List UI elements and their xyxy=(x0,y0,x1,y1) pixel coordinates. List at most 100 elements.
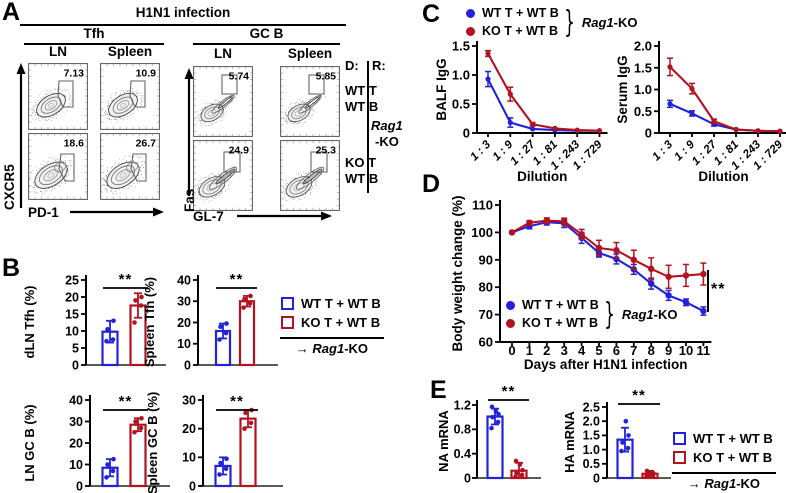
svg-text:10: 10 xyxy=(177,337,191,351)
legend-c-rows: WT T + WT B KO T + WT B xyxy=(466,3,559,42)
svg-text:Days after H1N1 infection: Days after H1N1 infection xyxy=(524,357,688,372)
svg-text:1.2: 1.2 xyxy=(454,398,471,412)
chart-dln-tfh: 0 5 10 15 20 25 dLN Tfh (%) ** xyxy=(22,271,166,372)
svg-text:0: 0 xyxy=(464,471,471,485)
legend-item-ko-label: KO T + WT B xyxy=(482,24,559,38)
legend-c-target: Rag1-KO xyxy=(581,14,638,30)
legend-b-rows: WT T + WT B KO T + WT B xyxy=(280,296,384,340)
col-label-ln-2: LN xyxy=(214,46,232,61)
svg-text:20: 20 xyxy=(177,316,191,330)
svg-text:2.0: 2.0 xyxy=(583,415,600,429)
donor-recipient-divider xyxy=(367,61,369,193)
group-gcb-underline xyxy=(193,43,340,45)
cxcr5-axis-arrow: CXCR5 xyxy=(2,63,26,210)
svg-text:26.7: 26.7 xyxy=(136,138,157,150)
legend-e-target: → Rag1-KO xyxy=(672,474,776,492)
wt-dot-swatch xyxy=(466,9,475,18)
fas-axis-arrow: Fas xyxy=(182,68,197,212)
svg-text:60: 60 xyxy=(479,335,493,350)
chart-na-mrna: 0 0.4 0.8 1.2NA mRNA ** xyxy=(436,383,541,485)
svg-text:90: 90 xyxy=(479,252,493,267)
legend-b-target: → Rag1-KO xyxy=(280,339,384,357)
svg-text:20: 20 xyxy=(65,290,79,304)
svg-text:**: ** xyxy=(230,271,244,288)
col-label-spleen-1: Spleen xyxy=(107,44,153,59)
svg-text:0.5: 0.5 xyxy=(452,97,470,112)
svg-text:**: ** xyxy=(119,271,133,288)
ko-square-swatch xyxy=(281,315,294,329)
svg-text:3: 3 xyxy=(561,343,568,358)
chart-spleen-gcb: 0 10 20 30 Spleen GC B (%) ** xyxy=(145,392,283,493)
wt-dot-swatch xyxy=(506,301,515,310)
flow-plot-tfh-spleen-ko: 26.7 xyxy=(100,133,160,200)
col-label-spleen-2: Spleen xyxy=(287,46,333,61)
legend-item-wt-label: WT T + WT B xyxy=(522,298,599,312)
legend-d-target: Rag1-KO xyxy=(621,306,678,322)
svg-text:1.5: 1.5 xyxy=(634,60,652,75)
svg-text:0.5: 0.5 xyxy=(634,104,652,119)
svg-text:40: 40 xyxy=(69,393,83,407)
svg-text:HA mRNA: HA mRNA xyxy=(562,411,577,473)
chart-spleen-tfh: 0 10 20 30 40 Spleen Tfh (%) ** xyxy=(142,271,278,372)
chart-body-weight: 60 70 80 90 100 110 Body weight change (%) 0 1 2 3… xyxy=(450,195,725,372)
svg-text:0: 0 xyxy=(508,343,515,358)
svg-text:20: 20 xyxy=(69,436,83,450)
legend-c: WT T + WT B KO T + WT B } Rag1-KO xyxy=(466,3,637,42)
flow-plot-gcb-ln-ko: 24.9 xyxy=(193,140,253,211)
svg-text:**: ** xyxy=(711,281,725,298)
svg-text:110: 110 xyxy=(472,198,493,213)
svg-text:30: 30 xyxy=(182,393,196,407)
rag1-gene: Rag1 xyxy=(704,476,737,492)
svg-text:10: 10 xyxy=(69,458,83,472)
flow-plot-gcb-ln-wt: 5.74 xyxy=(193,66,253,137)
svg-text:1 : 3: 1 : 3 xyxy=(650,138,675,163)
svg-text:**: ** xyxy=(230,393,244,410)
svg-text:LN GC B (%): LN GC B (%) xyxy=(22,404,37,481)
panel-c-label: C xyxy=(422,0,441,28)
svg-text:Body weight change (%): Body weight change (%) xyxy=(450,195,465,351)
title-underline xyxy=(20,24,346,26)
svg-text:10: 10 xyxy=(679,343,693,358)
legend-item-ko-label: KO T + WT B xyxy=(301,314,381,330)
panel-a-title: H1N1 infection xyxy=(135,5,231,20)
legend-item-ko-label: KO T + WT B xyxy=(693,449,773,465)
svg-text:10: 10 xyxy=(182,451,196,465)
legend-item-wt-label: WT T + WT B xyxy=(482,6,559,20)
panel-d-label: D xyxy=(422,170,441,198)
legend-item-wt: WT T + WT B xyxy=(506,298,599,313)
svg-text:70: 70 xyxy=(479,307,493,322)
donor-row2-t: KO T xyxy=(345,155,377,170)
legend-e: WT T + WT B KO T + WT B → Rag1-KO xyxy=(672,428,776,492)
svg-text:2.5: 2.5 xyxy=(583,400,600,414)
brace-glyph: } xyxy=(564,5,575,40)
svg-text:15: 15 xyxy=(65,307,79,321)
svg-text:Spleen GC B (%): Spleen GC B (%) xyxy=(145,392,160,493)
wt-square-swatch xyxy=(281,297,294,311)
legend-item-wt: WT T + WT B xyxy=(673,431,773,447)
svg-text:NA mRNA: NA mRNA xyxy=(436,410,451,472)
donor-row2-b: WT B xyxy=(345,171,379,186)
flow-plot-tfh-ln-ko: 18.6 xyxy=(28,133,88,200)
chart-ln-gcb: 0 10 20 30 40 LN GC B (%) ** xyxy=(22,393,170,493)
svg-text:0: 0 xyxy=(463,126,470,141)
svg-text:1 : 3: 1 : 3 xyxy=(468,138,493,163)
svg-text:24.9: 24.9 xyxy=(229,145,250,157)
ko-dot-swatch xyxy=(466,27,475,36)
svg-text:1.0: 1.0 xyxy=(583,443,600,457)
svg-text:20: 20 xyxy=(182,422,196,436)
svg-text:Serum IgG: Serum IgG xyxy=(615,55,630,123)
ko-dot-swatch xyxy=(506,319,515,328)
flow-plot-tfh-spleen-wt: 10.9 xyxy=(100,63,160,130)
legend-item-ko: KO T + WT B xyxy=(466,24,559,39)
svg-text:10.9: 10.9 xyxy=(136,68,157,80)
col-label-ln-1: LN xyxy=(49,44,67,59)
ko-suffix: -KO xyxy=(736,476,761,492)
svg-text:BALF IgG: BALF IgG xyxy=(434,58,449,120)
legend-item-ko-label: KO T + WT B xyxy=(522,316,599,330)
legend-item-wt-label: WT T + WT B xyxy=(693,431,773,446)
svg-text:Dilution: Dilution xyxy=(517,169,567,184)
svg-text:25: 25 xyxy=(65,273,79,287)
